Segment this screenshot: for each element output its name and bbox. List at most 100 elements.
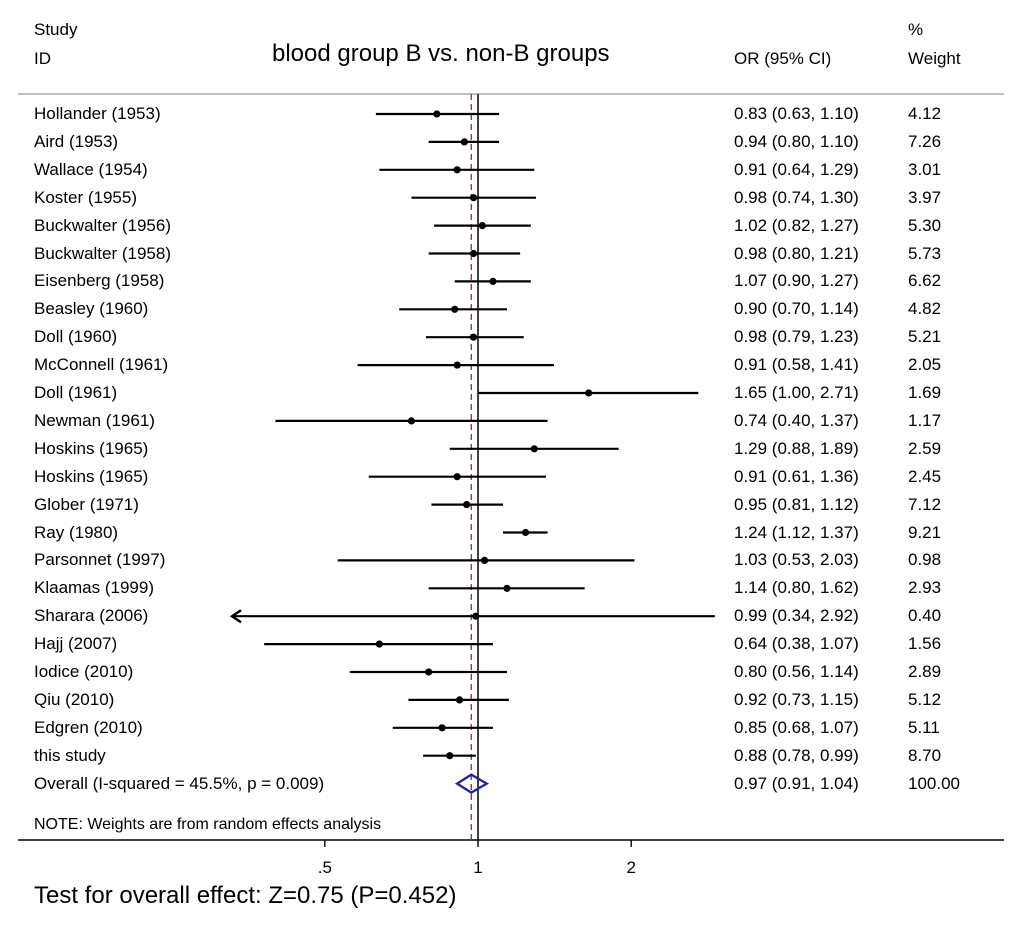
- ci-text-11: 0.74 (0.40, 1.37): [734, 410, 859, 430]
- ci-text-15: 1.24 (1.12, 1.37): [734, 522, 859, 542]
- weight-9: 2.05: [908, 355, 942, 375]
- ci-text-8: 0.98 (0.79, 1.23): [734, 327, 859, 347]
- ci-text-4: 1.02 (0.82, 1.27): [734, 215, 859, 235]
- point-estimate-10: [585, 389, 593, 397]
- study-label-20: Iodice (2010): [34, 662, 134, 681]
- point-estimate-22: [438, 724, 446, 732]
- point-estimate-14: [463, 501, 471, 509]
- weight-16: 0.98: [908, 550, 942, 570]
- weight-20: 2.89: [908, 662, 942, 681]
- study-label-14: Glober (1971): [34, 494, 139, 514]
- study-label-7: Beasley (1960): [34, 299, 149, 319]
- ci-text-21: 0.92 (0.73, 1.15): [734, 689, 859, 709]
- study-label-4: Buckwalter (1956): [34, 215, 172, 235]
- chart-title: blood group B vs. non-B groups: [272, 40, 610, 67]
- study-label-13: Hoskins (1965): [34, 466, 149, 486]
- weight-6: 6.62: [908, 271, 942, 291]
- weight-10: 1.69: [908, 383, 942, 402]
- point-estimate-7: [451, 305, 459, 313]
- point-estimate-8: [469, 333, 478, 341]
- point-estimate-9: [453, 361, 461, 369]
- ci-text-3: 0.98 (0.74, 1.30): [734, 187, 859, 207]
- study-label-23: this study: [34, 745, 106, 765]
- ci-text-10: 1.65 (1.00, 2.71): [734, 383, 859, 402]
- point-estimate-13: [453, 473, 461, 481]
- ci-text-1: 0.94 (0.80, 1.10): [734, 131, 859, 151]
- point-estimate-19: [375, 640, 383, 648]
- point-estimate-20: [425, 668, 433, 676]
- study-label-17: Klaamas (1999): [34, 578, 155, 598]
- weight-21: 5.12: [908, 689, 942, 709]
- study-label-8: Doll (1960): [34, 327, 118, 347]
- ci-text-20: 0.80 (0.56, 1.14): [734, 662, 859, 681]
- overall-effect-test: Test for overall effect: Z=0.75 (P=0.452…: [34, 882, 457, 909]
- ci-text-6: 1.07 (0.90, 1.27): [734, 271, 859, 291]
- ci-text-17: 1.14 (0.80, 1.62): [734, 578, 859, 598]
- ci-text-23: 0.88 (0.78, 0.99): [734, 745, 859, 765]
- point-estimate-17: [503, 584, 511, 592]
- overall-weight: 100.00: [908, 773, 960, 793]
- weight-18: 0.40: [908, 606, 942, 626]
- point-estimate-16: [480, 556, 489, 565]
- weight-11: 1.17: [908, 410, 942, 430]
- point-estimate-21: [455, 696, 464, 704]
- ci-truncation-arrow-18: [229, 609, 242, 624]
- study-label-2: Wallace (1954): [34, 159, 148, 179]
- point-estimate-12: [530, 445, 538, 453]
- ci-text-22: 0.85 (0.68, 1.07): [734, 717, 859, 737]
- weights-note: NOTE: Weights are from random effects an…: [34, 816, 382, 833]
- point-estimate-23: [446, 752, 454, 760]
- study-label-11: Newman (1961): [34, 410, 155, 430]
- study-label-9: McConnell (1961): [34, 355, 169, 375]
- weight-0: 4.12: [908, 104, 942, 123]
- study-label-22: Edgren (2010): [34, 717, 143, 737]
- overall-diamond: [454, 773, 490, 795]
- ci-text-18: 0.99 (0.34, 2.92): [734, 606, 859, 626]
- overall-ci-text: 0.97 (0.91, 1.04): [734, 773, 859, 793]
- ci-text-12: 1.29 (0.88, 1.89): [734, 438, 859, 458]
- study-label-5: Buckwalter (1958): [34, 243, 172, 263]
- point-estimate-4: [478, 222, 486, 230]
- weight-header-line1: %: [908, 20, 924, 39]
- study-label-10: Doll (1961): [34, 383, 118, 402]
- x-tick-label-2: 2: [626, 858, 636, 877]
- ci-text-9: 0.91 (0.58, 1.41): [734, 355, 859, 375]
- study-header-line1: Study: [34, 20, 78, 39]
- weight-19: 1.56: [908, 634, 942, 654]
- weight-12: 2.59: [908, 438, 942, 458]
- point-estimate-2: [453, 166, 461, 174]
- x-tick-label-1: 1: [473, 858, 483, 877]
- point-estimate-11: [407, 417, 416, 425]
- point-estimate-15: [521, 528, 530, 537]
- study-label-19: Hajj (2007): [34, 634, 118, 654]
- study-label-0: Hollander (1953): [34, 104, 161, 123]
- study-label-18: Sharara (2006): [34, 606, 149, 626]
- ci-text-16: 1.03 (0.53, 2.03): [734, 550, 859, 570]
- ci-text-5: 0.98 (0.80, 1.21): [734, 243, 859, 263]
- ci-text-7: 0.90 (0.70, 1.14): [734, 299, 859, 319]
- study-label-6: Eisenberg (1958): [34, 271, 165, 291]
- or-header: OR (95% CI): [734, 49, 832, 68]
- study-label-1: Aird (1953): [34, 131, 119, 151]
- weight-4: 5.30: [908, 215, 942, 235]
- weight-23: 8.70: [908, 745, 942, 765]
- point-estimate-1: [460, 138, 468, 146]
- weight-3: 3.97: [908, 187, 942, 207]
- point-estimate-3: [469, 194, 478, 202]
- point-estimate-18: [472, 612, 480, 620]
- ci-text-0: 0.83 (0.63, 1.10): [734, 104, 859, 123]
- ci-text-14: 0.95 (0.81, 1.12): [734, 494, 859, 514]
- weight-header-line2: Weight: [908, 49, 961, 68]
- study-label-15: Ray (1980): [34, 522, 119, 542]
- overall-label: Overall (I-squared = 45.5%, p = 0.009): [34, 773, 325, 793]
- study-header-line2: ID: [34, 49, 51, 68]
- x-tick-label-0: .5: [317, 858, 332, 877]
- weight-8: 5.21: [908, 327, 942, 347]
- ci-text-2: 0.91 (0.64, 1.29): [734, 159, 859, 179]
- weight-15: 9.21: [908, 522, 942, 542]
- point-estimate-5: [469, 249, 478, 258]
- point-estimate-0: [433, 110, 441, 118]
- study-label-16: Parsonnet (1997): [34, 550, 166, 570]
- point-estimate-6: [489, 277, 497, 285]
